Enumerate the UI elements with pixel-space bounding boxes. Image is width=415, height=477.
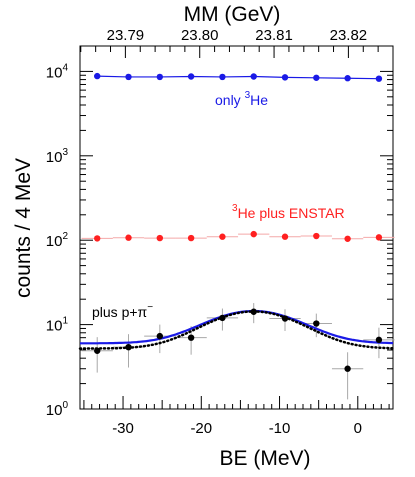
y-tick-label: 102 [46,231,69,250]
series-annotation: only 3He [215,90,268,108]
series-line [97,75,379,80]
y-tick-label: 103 [46,147,69,166]
top-axis-title: MM (GeV) [184,3,281,26]
y-axis-title: counts / 4 MeV [12,158,35,298]
data-point [156,73,164,81]
data-point [156,332,164,340]
data-point [313,74,320,81]
data-point [250,230,257,238]
data-point [281,315,289,322]
top-tick-label: 23.81 [255,27,293,44]
y-tick-label: 104 [46,62,69,81]
x-tick-label: -10 [269,420,291,437]
x-tick-label: -30 [112,420,134,437]
data-point [187,234,195,242]
data-point [344,235,351,242]
data-point [94,235,101,242]
data-point [187,334,195,341]
y-tick-label: 101 [46,316,69,335]
data-point [281,233,289,240]
data-point [250,73,257,80]
series-annotation: plus p+π− [92,302,153,320]
top-tick-label: 23.82 [330,27,368,44]
x-tick-label: 0 [354,420,362,437]
data-point [375,234,383,241]
plot-frame [79,45,394,410]
data-point [156,234,164,242]
data-point [344,75,351,82]
data-point [125,234,132,241]
data-point [344,365,351,372]
data-point [94,72,101,80]
y-tick-label: 100 [46,400,69,419]
data-point [219,73,226,81]
top-tick-label: 23.79 [107,27,145,44]
x-axis-title: BE (MeV) [219,447,310,470]
series-annotation: 3He plus ENSTAR [232,203,345,221]
data-point [313,232,320,240]
data-point [187,73,195,80]
data-point [313,320,320,327]
data-point [219,314,226,322]
top-tick-label: 23.80 [181,27,219,44]
fit-curve-dotted [78,310,395,350]
data-point [250,308,257,315]
data-point [125,343,132,351]
x-tick-label: -20 [190,420,212,437]
data-point [281,74,289,81]
data-point [219,233,226,240]
fit-curve [80,309,394,345]
data-point [125,73,132,81]
data-point [375,75,383,82]
data-point [94,347,101,354]
data-point [375,336,383,344]
